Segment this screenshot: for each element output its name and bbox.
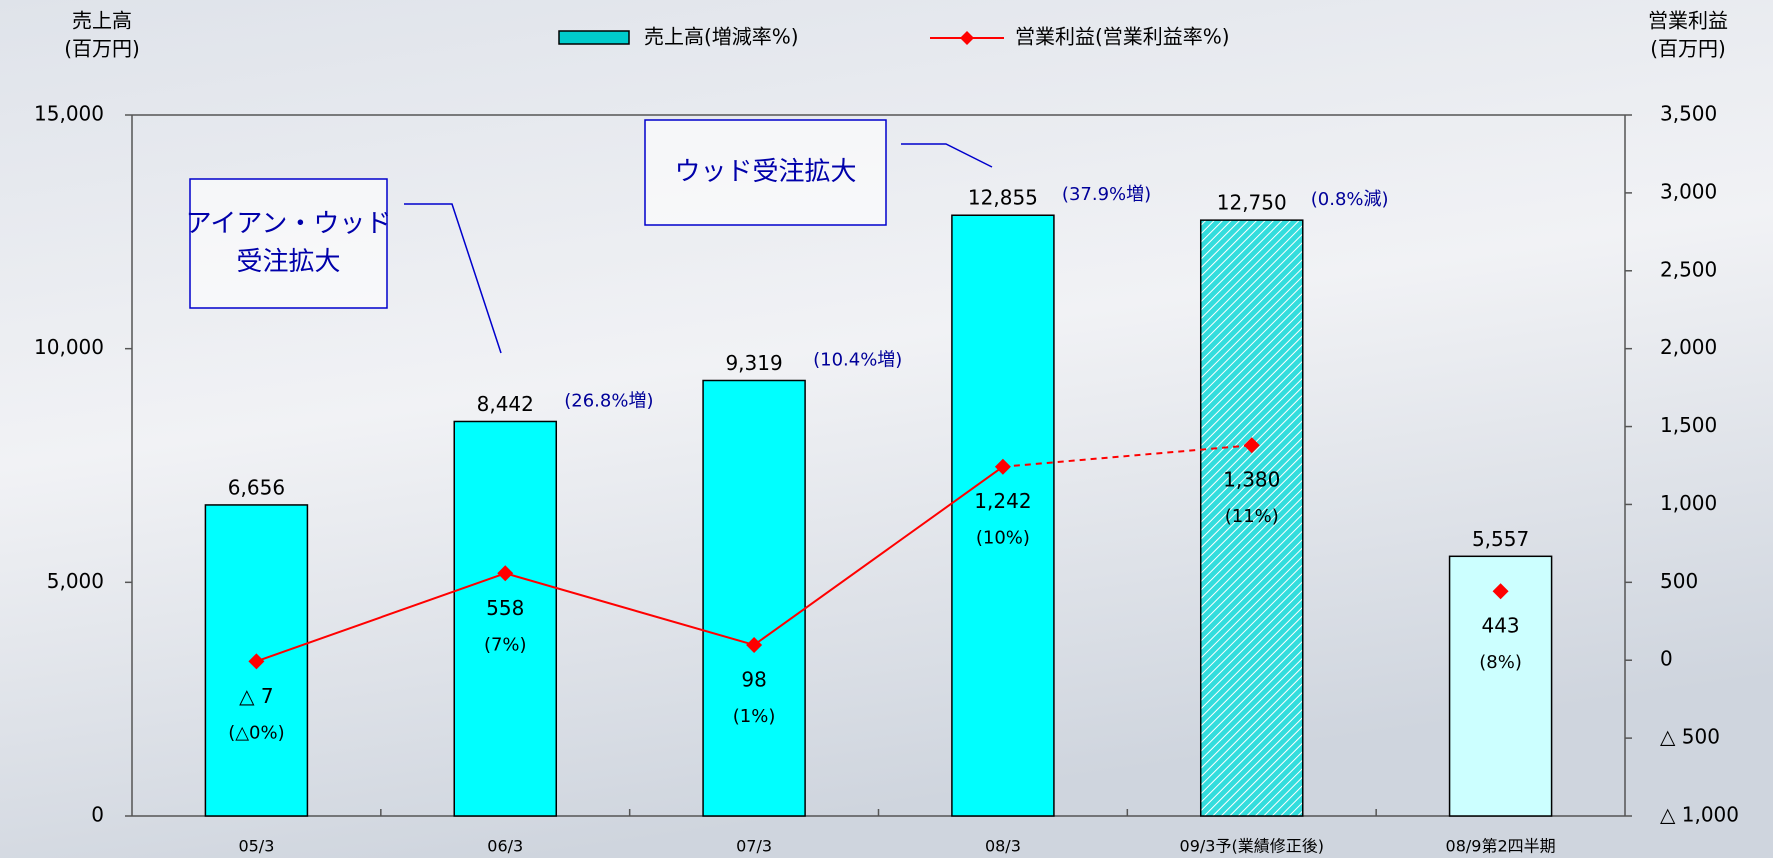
growth-label: (10.4%増): [813, 349, 902, 370]
growth-label: (37.9%増): [1062, 184, 1151, 205]
bar-value-label: 6,656: [228, 475, 285, 499]
bar: [951, 214, 1055, 817]
callout-leader: [404, 203, 502, 354]
margin-label: (1%): [733, 706, 776, 727]
y-tick-label: 15,000: [34, 102, 104, 126]
y-axis-title: 売上高: [72, 9, 132, 33]
bar: [702, 379, 806, 817]
bar: [453, 420, 558, 817]
line-marker: [248, 653, 265, 670]
x-tick-label: 06/3: [487, 837, 523, 856]
growth-label: (26.8%増): [564, 390, 653, 411]
line-marker: [994, 458, 1011, 475]
x-tick-label: 08/9第2四半期: [1446, 837, 1556, 856]
x-tick-label: 09/3予(業績修正後): [1180, 837, 1324, 856]
line-value-label: 98: [741, 667, 766, 691]
bar-value-label: 9,319: [725, 351, 782, 375]
y2-tick-label: △ 1,000: [1660, 803, 1739, 827]
line-segment: [504, 572, 755, 646]
y2-tick-label: 3,500: [1660, 102, 1717, 126]
y-tick-label: 0: [91, 803, 104, 827]
legend-swatch: [558, 30, 630, 45]
line-marker: [1243, 437, 1260, 454]
y-tick-label: 5,000: [47, 569, 104, 593]
bar: [1199, 219, 1304, 817]
bar: [1448, 555, 1553, 817]
x-tick-label: 05/3: [238, 837, 274, 856]
margin-label: (7%): [484, 634, 527, 655]
growth-label: (0.8%減): [1311, 189, 1389, 210]
y-axis-unit: (百万円): [64, 37, 140, 61]
legend-label: 営業利益(営業利益率%): [1015, 25, 1230, 49]
bar-value-label: 12,855: [968, 186, 1038, 210]
line-marker: [497, 565, 514, 582]
line-value-label: 1,380: [1223, 468, 1280, 492]
line-value-label: 1,242: [974, 489, 1031, 513]
line-segment: [256, 572, 506, 663]
y2-axis-unit: (百万円): [1650, 37, 1726, 61]
bar-value-label: 8,442: [477, 392, 534, 416]
line-segment: [1002, 444, 1252, 468]
y2-tick-label: 1,500: [1660, 413, 1717, 437]
line-value-label: 443: [1481, 614, 1519, 638]
y2-tick-label: 0: [1660, 647, 1673, 671]
callout-text: アイアン・ウッド: [186, 209, 392, 239]
bar-value-label: 12,750: [1217, 191, 1287, 215]
legend-marker: [960, 31, 974, 45]
legend-label: 売上高(増減率%): [644, 25, 799, 49]
legend: 売上高(増減率%) 営業利益(営業利益率%): [558, 25, 1230, 49]
y2-tick-label: △ 500: [1660, 725, 1720, 749]
y-tick-label: 10,000: [34, 335, 104, 359]
callout-box: [189, 178, 388, 309]
y2-tick-label: 3,000: [1660, 179, 1717, 203]
line-marker: [1492, 583, 1509, 600]
x-tick-label: 07/3: [736, 837, 772, 856]
margin-label: (8%): [1479, 652, 1522, 673]
y2-axis-title: 営業利益: [1648, 9, 1728, 33]
callout-text: ウッド受注拡大: [674, 157, 856, 187]
margin-label: (△0%): [228, 722, 284, 743]
callout-text: 受注拡大: [236, 247, 340, 277]
line-marker: [746, 636, 763, 653]
margin-label: (11%): [1225, 506, 1279, 527]
y2-tick-label: 500: [1660, 569, 1698, 593]
y2-tick-label: 2,500: [1660, 257, 1717, 281]
y2-tick-label: 2,000: [1660, 335, 1717, 359]
line-value-label: △ 7: [239, 684, 273, 708]
bar-value-label: 5,557: [1472, 527, 1529, 551]
x-tick-label: 08/3: [985, 837, 1021, 856]
margin-label: (10%): [976, 528, 1030, 549]
callout-leader: [901, 143, 993, 168]
line-segment: [753, 465, 1004, 646]
line-value-label: 558: [486, 596, 524, 620]
callout-box: [644, 119, 887, 226]
y2-tick-label: 1,000: [1660, 491, 1717, 515]
